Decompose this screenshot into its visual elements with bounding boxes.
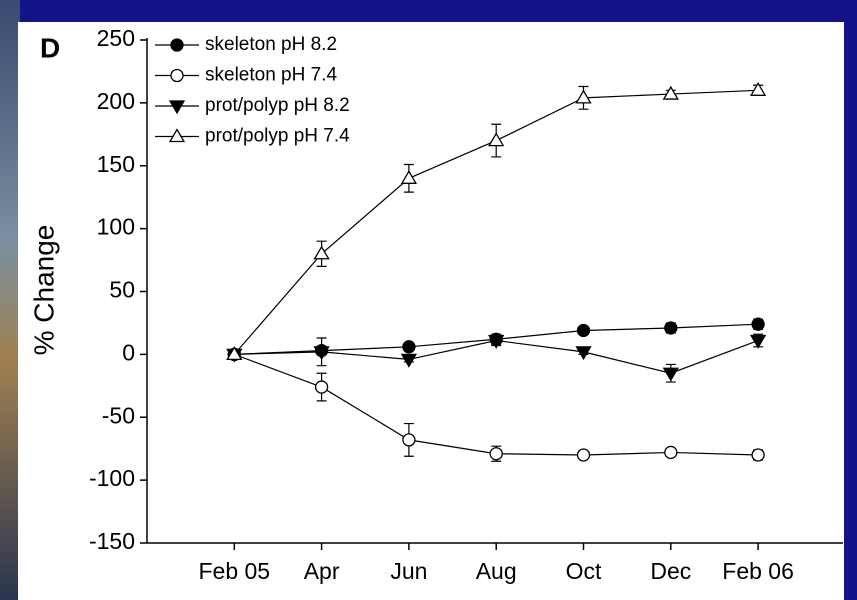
y-tick-label: 0 (122, 339, 135, 365)
data-point (402, 433, 416, 447)
photo-strip (0, 0, 20, 600)
data-point (749, 334, 767, 349)
panel (18, 22, 844, 600)
data-point (314, 380, 329, 394)
data-point (576, 448, 591, 462)
data-point (751, 448, 765, 462)
data-point (402, 340, 416, 354)
x-tick-label: Aug (476, 558, 517, 584)
legend-label: prot/polyp pH 7.4 (205, 126, 350, 147)
data-point (664, 321, 678, 335)
data-point (400, 353, 418, 368)
legend-marker (168, 128, 186, 143)
y-tick-label: 100 (97, 214, 135, 240)
y-tick-label: -150 (89, 528, 135, 554)
legend-label: skeleton pH 8.2 (205, 34, 337, 55)
data-point (662, 367, 679, 382)
data-point (313, 346, 330, 361)
data-point (575, 89, 592, 104)
legend-marker (170, 68, 184, 83)
y-tick-label: -50 (102, 402, 135, 428)
x-tick-label: Feb 06 (722, 558, 794, 584)
legend-marker (168, 100, 186, 115)
legend-marker (170, 38, 184, 52)
x-tick-label: Feb 05 (198, 558, 270, 584)
data-point (664, 445, 678, 460)
y-tick-label: -100 (89, 465, 135, 491)
x-tick-label: Jun (390, 558, 427, 584)
data-point (488, 132, 505, 147)
y-tick-label: 50 (109, 277, 135, 303)
x-tick-label: Dec (650, 558, 691, 584)
data-point (575, 346, 592, 361)
x-tick-label: Oct (566, 558, 602, 584)
x-tick-label: Apr (304, 558, 340, 584)
data-point (576, 323, 591, 338)
y-tick-label: 150 (97, 151, 135, 177)
legend-label: prot/polyp pH 8.2 (205, 95, 350, 116)
data-point (226, 346, 243, 361)
legend-label: skeleton pH 7.4 (205, 65, 337, 86)
y-axis-title: % Change (28, 225, 59, 356)
data-point (751, 317, 765, 331)
data-point (400, 170, 418, 184)
panel-label: D (40, 32, 60, 63)
y-tick-label: 250 (97, 25, 135, 51)
data-point (489, 447, 503, 461)
data-point (488, 334, 505, 349)
data-point (313, 245, 330, 260)
y-tick-label: 200 (97, 88, 135, 114)
data-point (662, 85, 679, 100)
data-point (749, 82, 767, 96)
